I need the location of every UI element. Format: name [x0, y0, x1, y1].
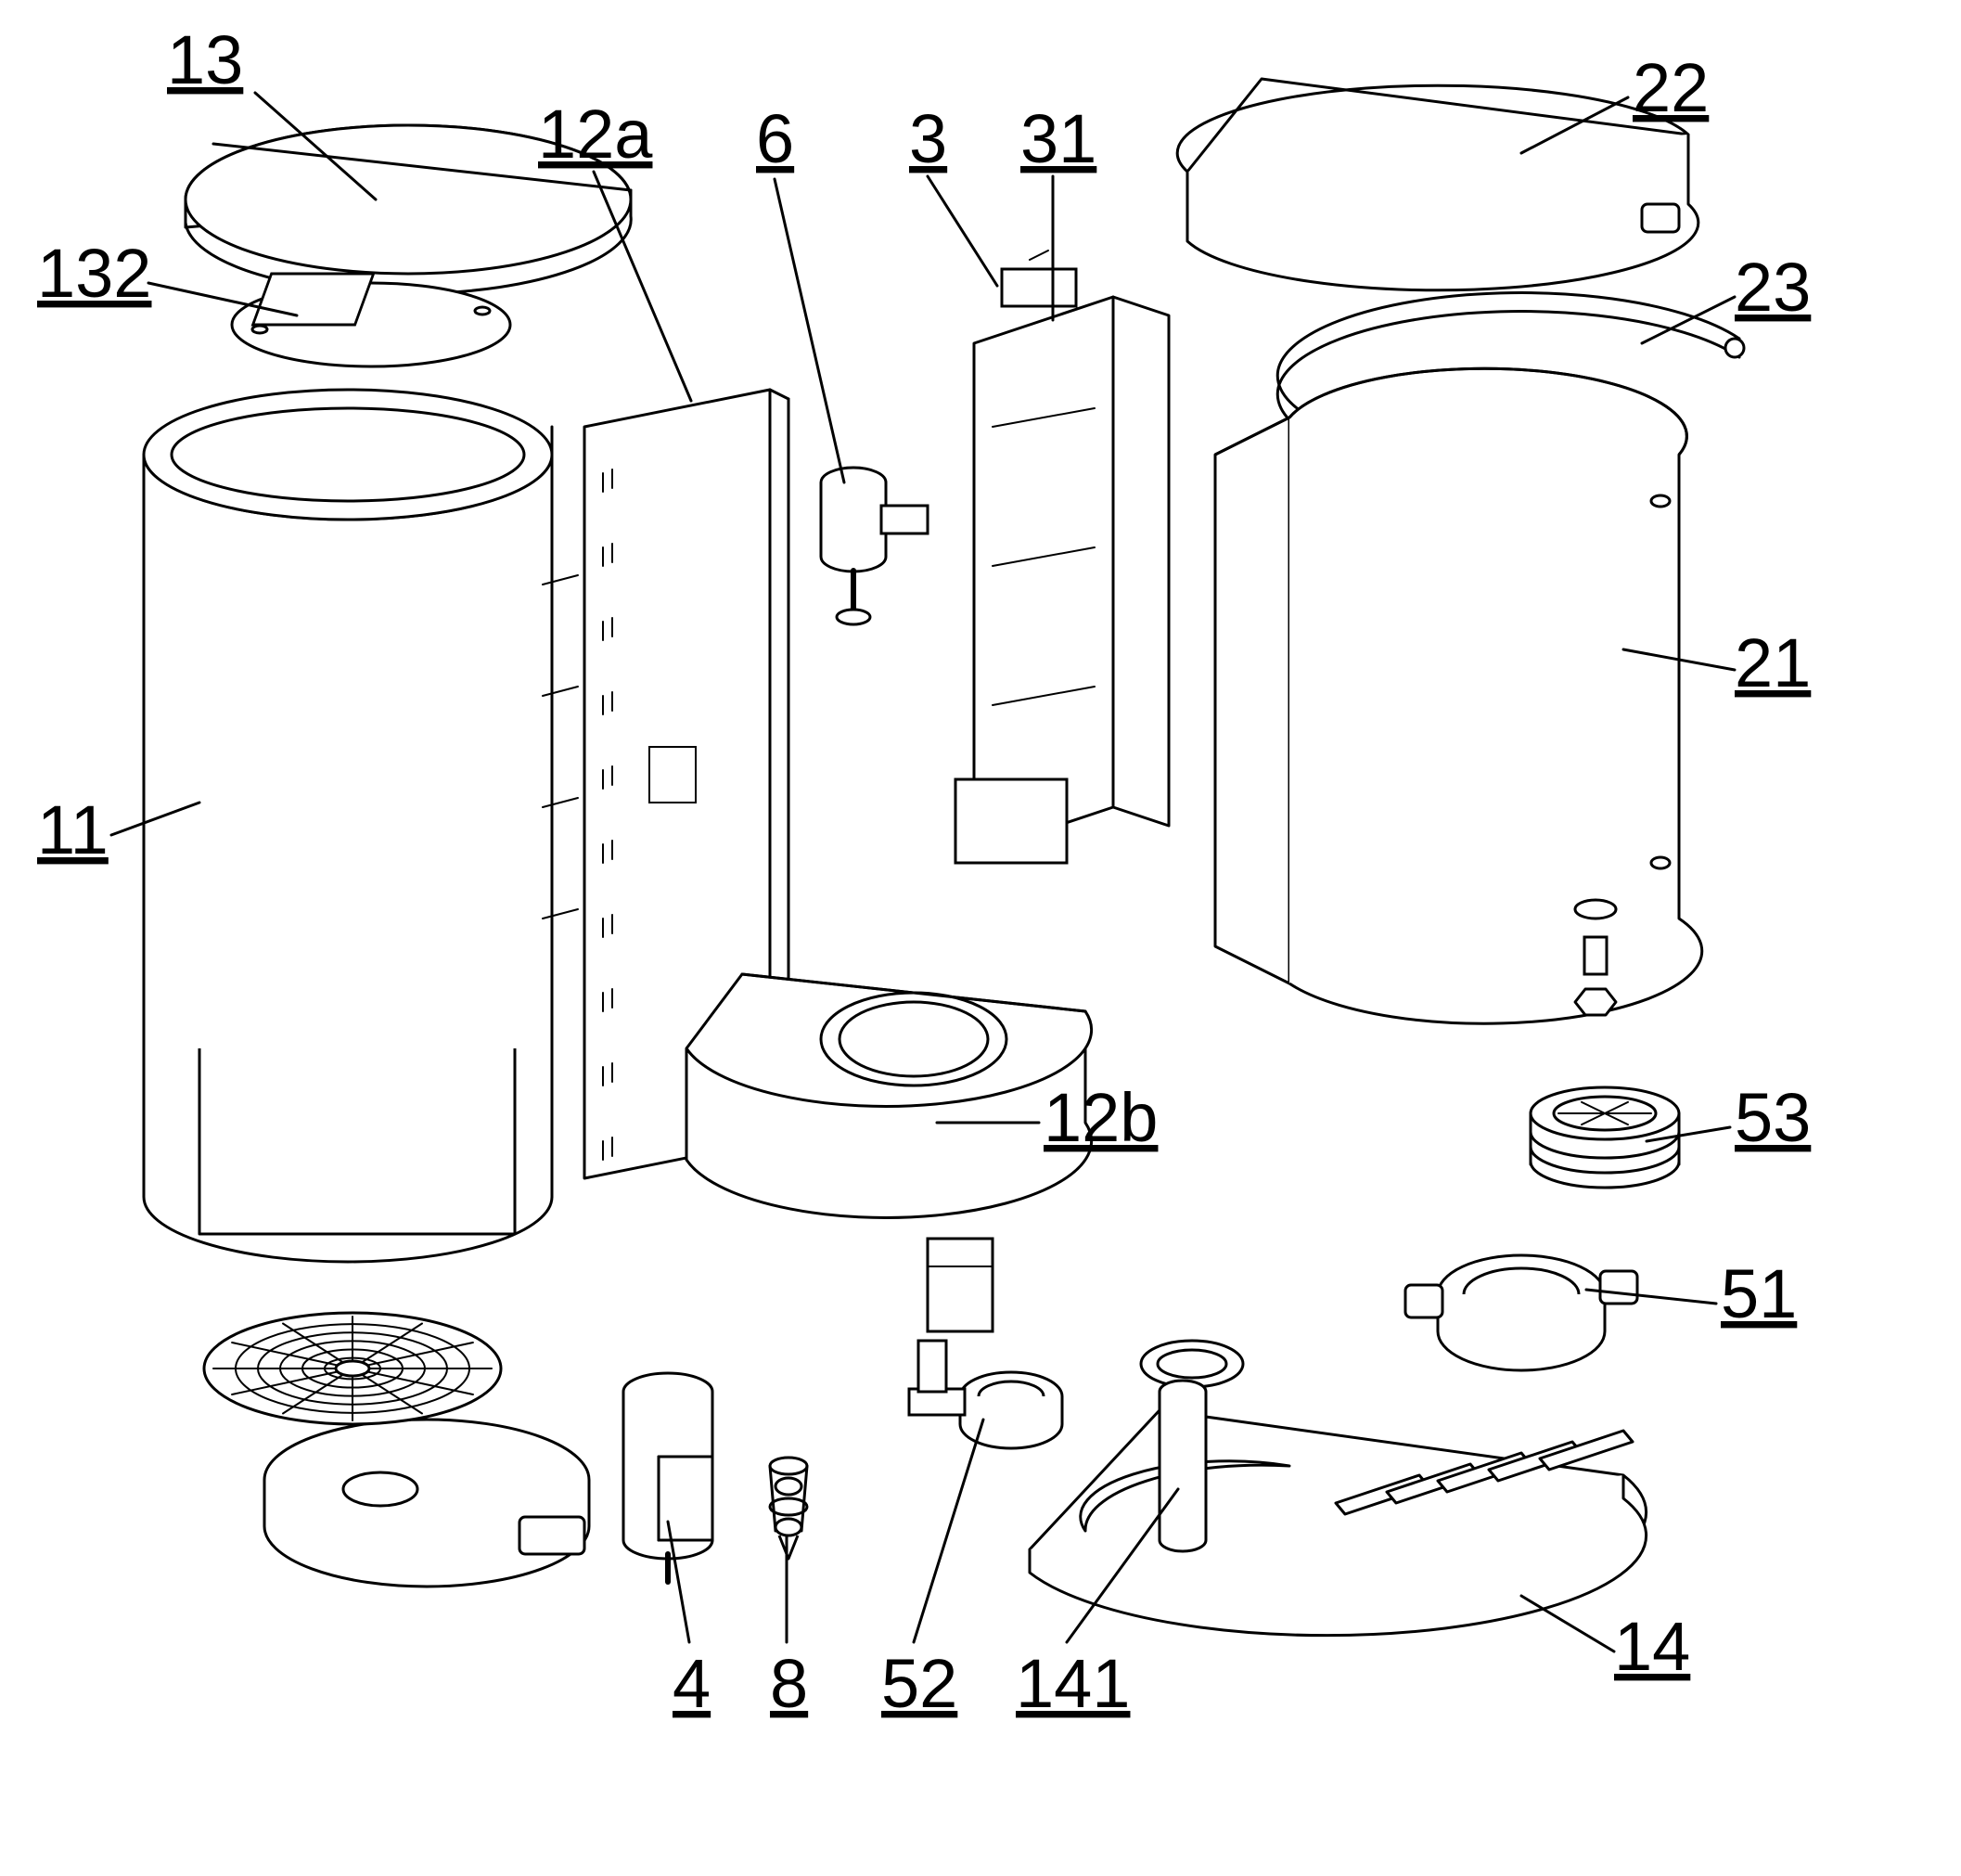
label-51: 51	[1721, 1255, 1797, 1332]
label-13: 13	[167, 21, 243, 98]
label-31: 31	[1020, 100, 1096, 177]
label-3: 3	[909, 100, 947, 177]
label-21: 21	[1735, 624, 1811, 701]
label-53: 53	[1735, 1079, 1811, 1156]
label-12a: 12a	[538, 96, 653, 173]
label-12b: 12b	[1044, 1079, 1158, 1156]
label-6: 6	[756, 100, 794, 177]
label-22: 22	[1633, 49, 1709, 126]
label-14: 14	[1614, 1608, 1690, 1685]
label-4: 4	[673, 1645, 711, 1722]
label-23: 23	[1735, 249, 1811, 326]
label-11: 11	[37, 791, 109, 868]
label-132: 132	[37, 235, 151, 312]
label-141: 141	[1016, 1645, 1130, 1722]
label-52: 52	[881, 1645, 957, 1722]
label-8: 8	[770, 1645, 808, 1722]
